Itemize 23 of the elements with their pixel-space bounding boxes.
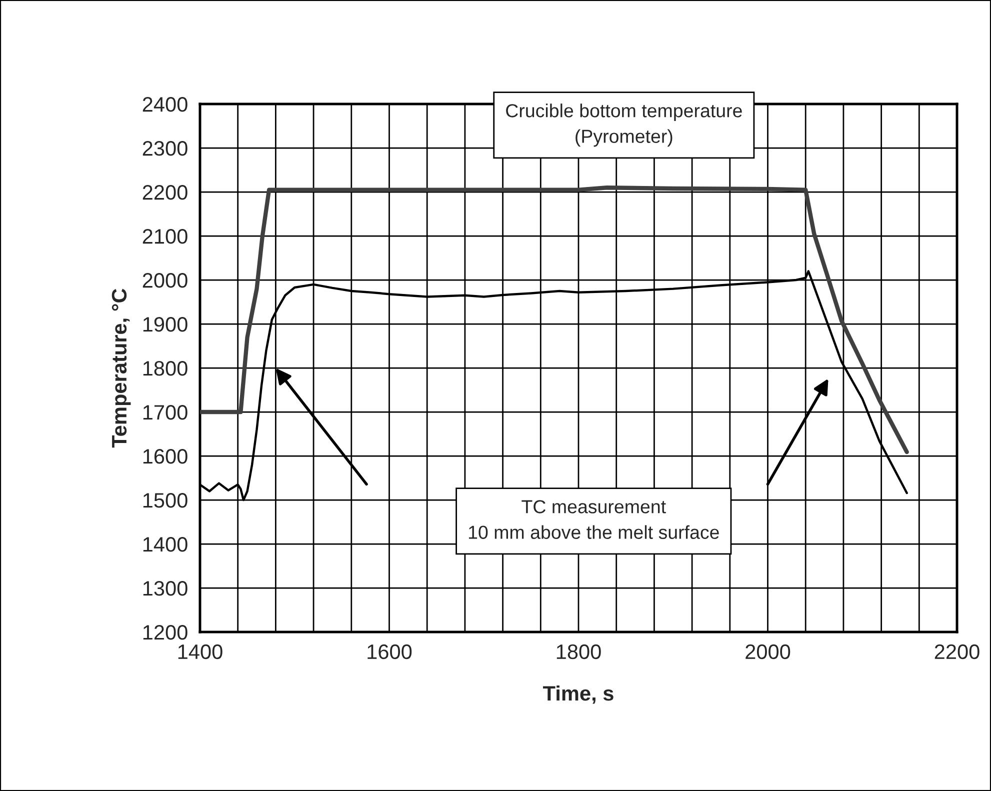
y-tick-label: 1900 (143, 317, 188, 332)
annotation: Crucible bottom temperature (Pyrometer) (506, 104, 742, 147)
y-tick-label: 1400 (143, 537, 188, 552)
y-tick-label: 2000 (142, 273, 188, 288)
y-tick-label: 1500 (143, 493, 188, 508)
y-tick-label: 2400 (142, 97, 188, 112)
y-tick-label: 1800 (143, 361, 188, 376)
x-tick-label: 2200 (934, 644, 980, 660)
x-axis-title: Time, s (543, 685, 614, 704)
annotation: TC measurement 10 mm above the melt surface (468, 500, 719, 539)
y-tick-label: 2200 (142, 185, 188, 200)
y-tick-label: 2100 (142, 229, 188, 244)
y-tick-label: 1700 (143, 405, 188, 420)
y-tick-label: 2300 (142, 141, 188, 156)
x-tick-label: 1600 (368, 644, 412, 660)
x-tick-label: 1800 (556, 644, 601, 660)
x-tick-label: 1400 (178, 644, 222, 660)
y-tick-label: 1300 (143, 581, 188, 596)
y-tick-label: 1600 (143, 449, 188, 464)
y-tick-label: 1200 (143, 625, 188, 640)
x-tick-label: 2000 (746, 644, 790, 660)
y-axis-title: Temperature, °C (112, 288, 131, 448)
line-series (200, 186, 909, 454)
